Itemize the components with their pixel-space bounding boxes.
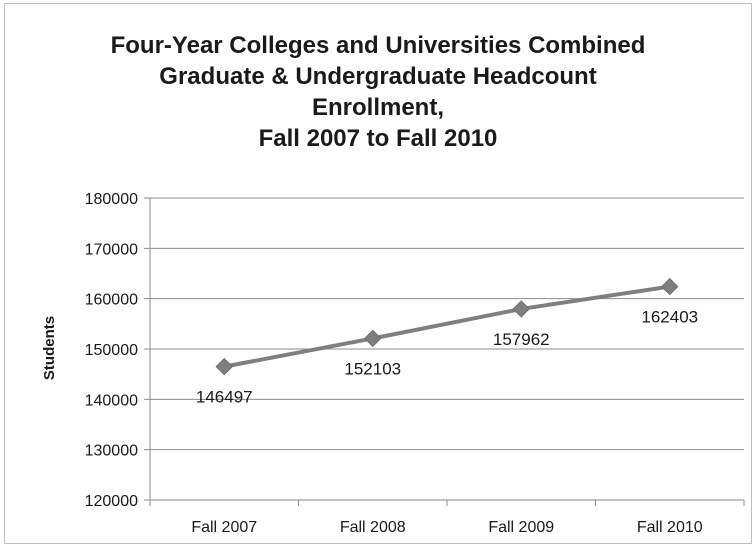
y-tick-label: 120000	[85, 493, 138, 510]
data-label: 157962	[493, 330, 550, 349]
x-axis-ticks: Fall 2007 Fall 2008 Fall 2009 Fall 2010	[149, 500, 745, 536]
y-axis-label: Students	[41, 316, 58, 380]
y-tick-label: 150000	[85, 342, 138, 359]
data-point-marker	[364, 329, 382, 348]
x-tick-label: Fall 2009	[488, 519, 554, 536]
chart-title-line-1: Four-Year Colleges and Universities Comb…	[110, 32, 646, 59]
data-point-marker	[661, 277, 679, 296]
data-point-marker	[215, 357, 233, 376]
y-tick-label: 130000	[85, 443, 138, 460]
chart-frame	[4, 3, 752, 544]
data-labels: 146497 152103 157962 162403	[196, 308, 698, 407]
data-point-marker	[512, 300, 530, 318]
y-axis-ticks: 120000 130000 140000 150000 160000 170000 1800…	[85, 191, 150, 510]
y-tick-label: 170000	[85, 241, 138, 258]
chart-title-line-4: Fall 2007 to Fall 2010	[258, 125, 498, 152]
x-tick-label: Fall 2008	[340, 519, 406, 536]
x-tick-label: Fall 2007	[191, 519, 257, 536]
y-tick-label: 160000	[85, 292, 138, 309]
series-layer	[215, 277, 679, 376]
chart-title: Four-Year Colleges and Universities Comb…	[0, 30, 756, 154]
gridlines	[150, 197, 744, 451]
chart-title-line-2: Graduate & Undergraduate Headcount	[159, 63, 597, 90]
y-tick-label: 180000	[85, 191, 138, 208]
chart-title-line-3: Enrollment,	[311, 94, 444, 121]
x-tick-label: Fall 2010	[637, 519, 703, 536]
data-label: 162403	[641, 308, 698, 327]
series-line	[223, 284, 671, 369]
data-label: 152103	[344, 359, 401, 378]
data-label: 146497	[196, 388, 253, 407]
y-tick-label: 140000	[85, 392, 138, 409]
